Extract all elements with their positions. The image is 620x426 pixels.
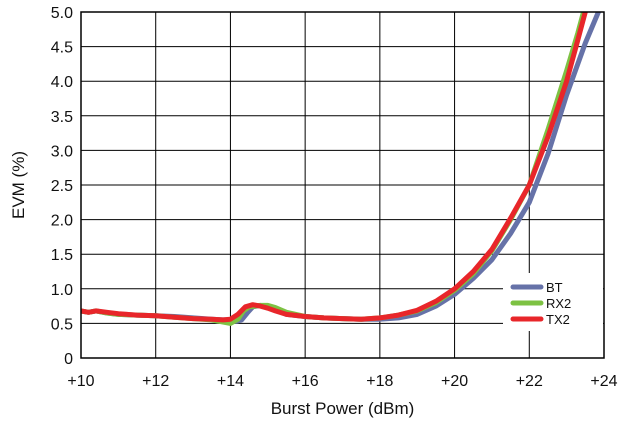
x-tick-label: +20 [441,373,468,390]
legend-label-tx2: TX2 [546,312,570,327]
x-tick-label: +24 [590,373,617,390]
y-tick-label: 5.0 [51,5,73,22]
legend-label-bt: BT [546,280,563,295]
series-lines [81,12,601,326]
plot-frame [80,11,605,359]
y-tick-label: 0.5 [51,316,73,333]
series-line-tx2 [81,12,588,323]
y-axis-label: EVM (%) [9,151,28,219]
y-tick-label: 3.5 [51,109,73,126]
y-tick-label: 1.0 [51,282,73,299]
y-tick-label: 4.0 [51,74,73,91]
x-tick-label: +14 [217,373,244,390]
legend-label-rx2: RX2 [546,296,571,311]
x-tick-label: +22 [516,373,543,390]
y-tick-label: 1.5 [51,247,73,264]
y-tick-label: 2.5 [51,178,73,195]
y-tick-label: 0 [64,351,73,368]
x-tick-label: +18 [366,373,393,390]
x-tick-label: +16 [292,373,319,390]
x-tick-label: +10 [67,373,94,390]
tick-labels: +10 +12 +14 +16 +18 +20 +22 +24 0 0.5 1.0 1.5 2.0 2.5… [51,5,618,390]
x-tick-label: +12 [142,373,169,390]
y-tick-label: 2.0 [51,213,73,230]
x-axis-label: Burst Power (dBm) [271,399,415,418]
y-tick-label: 4.5 [51,40,73,57]
y-tick-label: 3.0 [51,143,73,160]
